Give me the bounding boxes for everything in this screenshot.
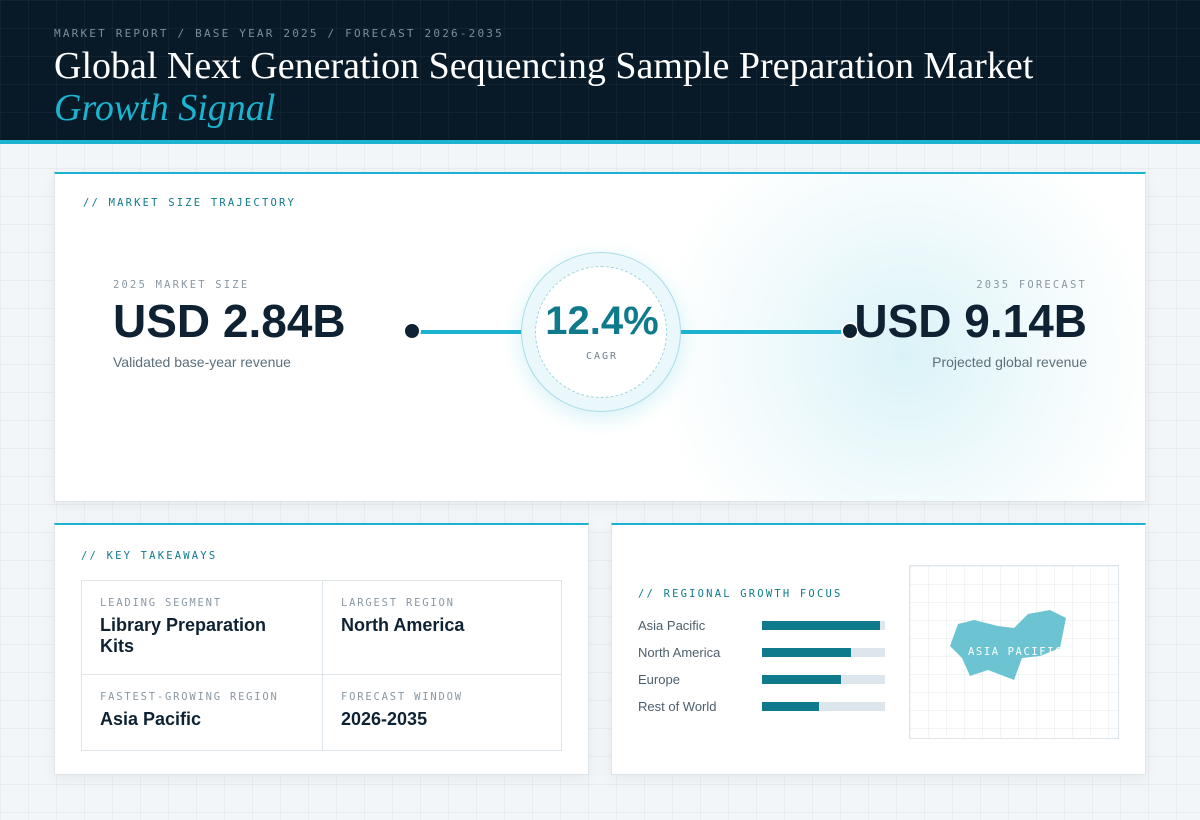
region-map: ASIA PACIFIC (909, 565, 1119, 739)
cagr-label: CAGR (585, 351, 619, 362)
region-bar-track (762, 621, 885, 630)
region-bar-track (762, 648, 885, 657)
cagr-value: 12.4% (545, 299, 659, 343)
market-trajectory-card: // MARKET SIZE TRAJECTORY 2025 MARKET SI… (54, 172, 1146, 502)
region-bar-name: Europe (638, 672, 680, 687)
takeaway-label: FORECAST WINDOW (341, 691, 463, 703)
forecast-value: USD 9.14B (854, 295, 1087, 347)
asia-pacific-map-icon (950, 610, 1066, 680)
base-size-value: USD 2.84B (113, 295, 346, 347)
forecast-year-dot (841, 322, 859, 340)
base-year-dot (403, 322, 421, 340)
takeaway-value: 2026-2035 (341, 709, 428, 729)
takeaway-label: LARGEST REGION (341, 597, 455, 609)
region-bar-row: North America (638, 643, 888, 663)
takeaway-leading-segment: LEADING SEGMENT Library Preparation Kits (82, 581, 322, 674)
takeaway-value: North America (341, 615, 465, 635)
trajectory-card-label: // MARKET SIZE TRAJECTORY (83, 197, 297, 209)
region-bar-track (762, 675, 885, 684)
region-bar-name: Asia Pacific (638, 618, 706, 633)
base-size-description: Validated base-year revenue (113, 354, 291, 370)
takeaways-card-label: // KEY TAKEAWAYS (81, 550, 218, 562)
page-subtitle: Growth Signal (54, 87, 276, 129)
cagr-badge: 12.4% CAGR (521, 252, 681, 412)
report-header: MARKET REPORT / BASE YEAR 2025 / FORECAS… (0, 0, 1200, 144)
regional-growth-card: // REGIONAL GROWTH FOCUS Asia Pacific No… (611, 523, 1146, 775)
takeaway-forecast-window: FORECAST WINDOW 2026-2035 (322, 674, 562, 751)
region-bar-fill (762, 648, 851, 657)
region-bar-row: Rest of World (638, 697, 888, 717)
takeaway-label: LEADING SEGMENT (100, 597, 222, 609)
map-region-label: ASIA PACIFIC (968, 646, 1064, 658)
region-bar-name: North America (638, 645, 721, 660)
asia-pacific-region-shape (950, 610, 1066, 680)
takeaway-fastest-growing-region: FASTEST-GROWING REGION Asia Pacific (82, 674, 322, 751)
takeaway-value: Library Preparation Kits (100, 615, 267, 656)
regional-card-label: // REGIONAL GROWTH FOCUS (638, 588, 843, 600)
takeaway-largest-region: LARGEST REGION North America (322, 581, 562, 674)
region-bar-fill (762, 702, 819, 711)
cagr-badge-inner: 12.4% CAGR (535, 266, 667, 398)
takeaway-label: FASTEST-GROWING REGION (100, 691, 279, 703)
region-bar-row: Europe (638, 670, 888, 690)
key-takeaways-card: // KEY TAKEAWAYS LEADING SEGMENT Library… (54, 523, 589, 775)
forecast-label: 2035 FORECAST (976, 279, 1087, 291)
takeaway-value: Asia Pacific (100, 709, 202, 729)
takeaways-grid: LEADING SEGMENT Library Preparation Kits… (81, 580, 562, 751)
base-size-label: 2025 MARKET SIZE (113, 279, 250, 291)
region-bar-row: Asia Pacific (638, 616, 888, 636)
region-bar-track (762, 702, 885, 711)
forecast-glow (615, 174, 1145, 501)
region-bar-name: Rest of World (638, 699, 717, 714)
region-bar-fill (762, 675, 841, 684)
forecast-description: Projected global revenue (932, 354, 1087, 370)
report-eyebrow: MARKET REPORT / BASE YEAR 2025 / FORECAS… (54, 27, 504, 40)
region-bar-fill (762, 621, 881, 630)
page-title: Global Next Generation Sequencing Sample… (54, 45, 1034, 87)
